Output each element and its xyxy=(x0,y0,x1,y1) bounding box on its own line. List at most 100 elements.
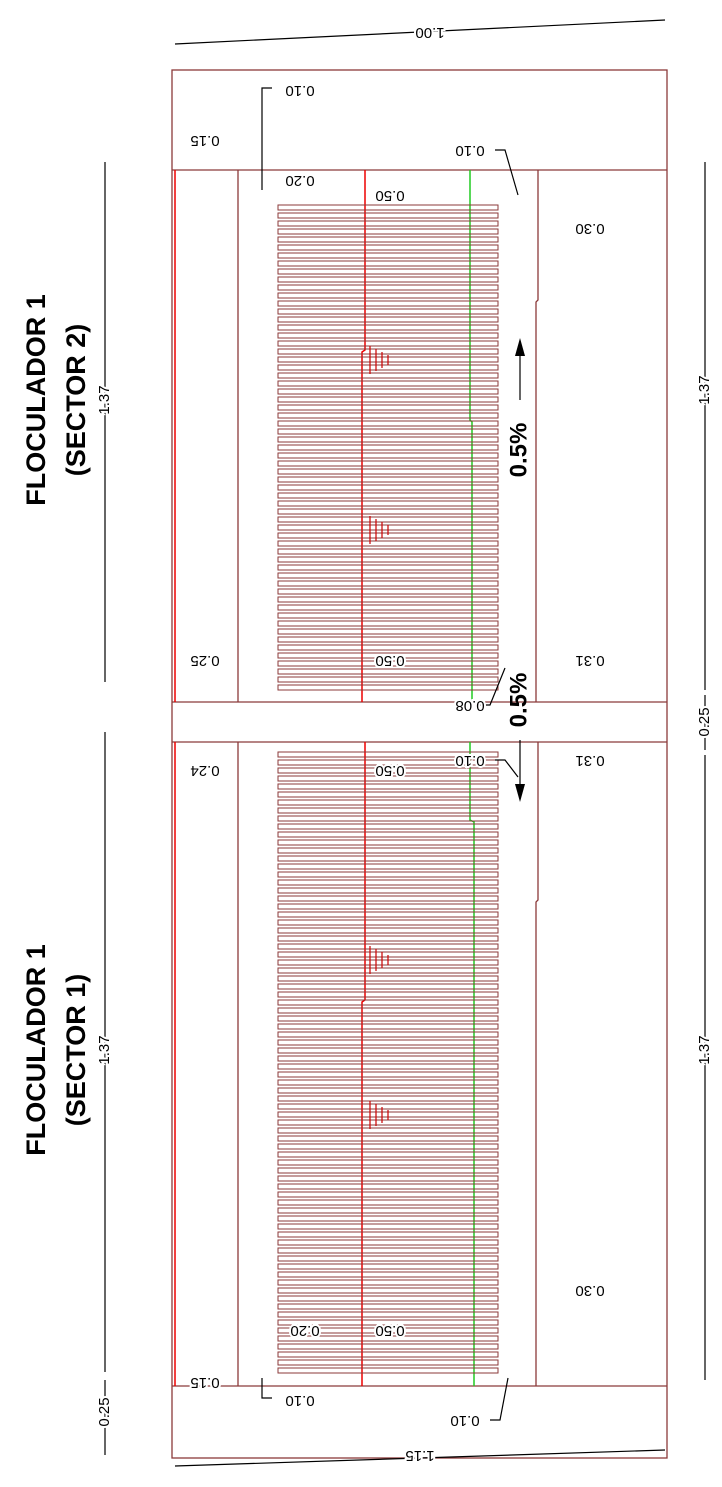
baffle xyxy=(277,292,499,299)
baffle xyxy=(277,676,499,683)
baffle xyxy=(277,372,499,379)
baffle xyxy=(277,1039,499,1046)
baffle xyxy=(277,588,499,595)
baffle xyxy=(277,668,499,675)
baffle xyxy=(277,1127,499,1134)
dimension-label: 0.10 xyxy=(285,82,314,99)
baffle xyxy=(277,799,499,806)
baffle xyxy=(277,620,499,627)
axis-red xyxy=(361,170,366,702)
baffle xyxy=(277,1023,499,1030)
baffle xyxy=(277,999,499,1006)
baffle xyxy=(277,212,499,219)
baffle xyxy=(277,1095,499,1102)
baffle xyxy=(277,1207,499,1214)
baffle xyxy=(277,516,499,523)
dimension-lines xyxy=(104,19,706,1467)
baffle xyxy=(277,636,499,643)
baffle xyxy=(277,1143,499,1150)
baffle xyxy=(277,340,499,347)
baffle xyxy=(277,604,499,611)
baffle xyxy=(277,1231,499,1238)
dimension-label: 0.31 xyxy=(575,652,604,669)
leader xyxy=(490,1377,509,1421)
dimension-label: 1.37 xyxy=(96,385,113,414)
baffle xyxy=(277,404,499,411)
baffle xyxy=(277,943,499,950)
baffle xyxy=(277,839,499,846)
baffle xyxy=(277,460,499,467)
baffle xyxy=(277,316,499,323)
baffle xyxy=(277,1335,499,1342)
baffle xyxy=(277,1103,499,1110)
baffle xyxy=(277,244,499,251)
baffle xyxy=(277,863,499,870)
dimension-label: 0.10 xyxy=(455,142,484,159)
baffle xyxy=(277,1367,499,1374)
baffle xyxy=(277,580,499,587)
baffle xyxy=(277,1247,499,1254)
baffle xyxy=(277,228,499,235)
baffle xyxy=(277,1071,499,1078)
subtitle: (SECTOR 2) xyxy=(61,324,91,477)
baffle xyxy=(277,1263,499,1270)
baffle xyxy=(277,887,499,894)
baffle xyxy=(277,452,499,459)
dimension-label: 1.37 xyxy=(696,375,713,404)
leader xyxy=(261,87,272,190)
baffle xyxy=(277,1151,499,1158)
baffle xyxy=(277,991,499,998)
baffle xyxy=(277,1015,499,1022)
baffle xyxy=(277,1327,499,1334)
baffles xyxy=(277,204,499,1374)
dimension-label: 0.10 xyxy=(455,752,484,769)
dimension-label: 0.50 xyxy=(375,1322,404,1339)
wall xyxy=(535,742,539,1386)
baffle xyxy=(277,572,499,579)
baffle xyxy=(277,332,499,339)
arrowhead xyxy=(515,338,525,356)
baffle xyxy=(277,1215,499,1222)
dimension-label: 1.15 xyxy=(405,1447,434,1464)
baffle xyxy=(277,775,499,782)
baffle xyxy=(277,476,499,483)
baffle xyxy=(277,1159,499,1166)
baffle xyxy=(277,500,499,507)
baffle xyxy=(277,879,499,886)
dimension-label: 0.30 xyxy=(575,1282,604,1299)
baffle xyxy=(277,1183,499,1190)
title: FLOCULADOR 1 xyxy=(21,294,51,506)
baffle xyxy=(277,847,499,854)
title: FLOCULADOR 1 xyxy=(21,944,51,1156)
baffle xyxy=(277,492,499,499)
wall xyxy=(535,170,539,702)
baffle xyxy=(277,1279,499,1286)
baffle xyxy=(277,548,499,555)
dim-line xyxy=(174,19,666,45)
dim-line xyxy=(174,1449,666,1467)
baffle xyxy=(277,1223,499,1230)
baffle xyxy=(277,1303,499,1310)
baffle xyxy=(277,364,499,371)
baffle xyxy=(277,807,499,814)
baffle xyxy=(277,1031,499,1038)
baffle xyxy=(277,823,499,830)
baffle xyxy=(277,684,499,691)
baffle xyxy=(277,1343,499,1350)
baffle xyxy=(277,1167,499,1174)
baffle xyxy=(277,1087,499,1094)
baffle xyxy=(277,444,499,451)
baffle xyxy=(277,1135,499,1142)
baffle xyxy=(277,220,499,227)
baffle xyxy=(277,1047,499,1054)
dimension-label: 0.30 xyxy=(575,220,604,237)
leader xyxy=(261,1378,272,1399)
dimension-label: 0.50 xyxy=(375,187,404,204)
baffle xyxy=(277,252,499,259)
baffle xyxy=(277,260,499,267)
baffle xyxy=(277,268,499,275)
baffle xyxy=(277,919,499,926)
baffle xyxy=(277,1351,499,1358)
baffle xyxy=(277,1287,499,1294)
